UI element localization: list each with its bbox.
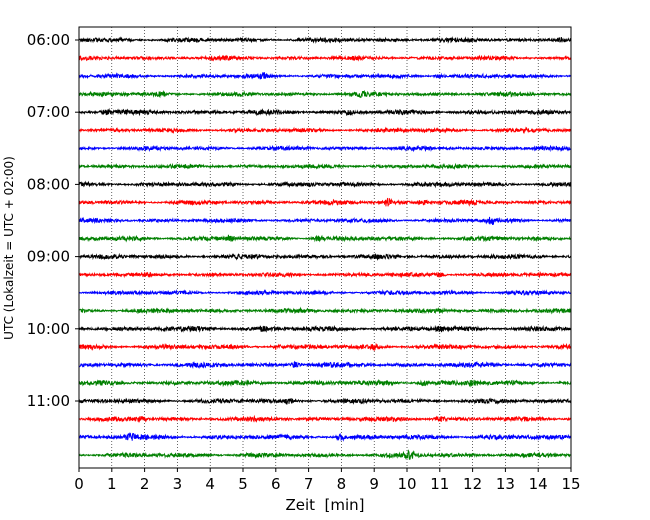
trace-1130 <box>78 432 572 442</box>
trace-0615 <box>78 54 572 62</box>
x-tick-label-1: 1 <box>107 475 117 493</box>
trace-1115 <box>78 414 572 424</box>
x-tick-label-15: 15 <box>561 475 580 493</box>
x-tick-label-7: 7 <box>304 475 314 493</box>
x-tick-label-12: 12 <box>463 475 482 493</box>
trace-0930 <box>78 288 572 297</box>
x-tick-label-6: 6 <box>271 475 281 493</box>
trace-0630 <box>78 72 572 80</box>
seismic-traces <box>78 36 572 460</box>
trace-1145 <box>78 449 571 460</box>
x-tick-label-9: 9 <box>369 475 379 493</box>
trace-1000 <box>78 324 572 333</box>
trace-1045 <box>78 378 572 388</box>
x-tick-label-14: 14 <box>529 475 548 493</box>
trace-0915 <box>78 271 572 279</box>
trace-0945 <box>78 306 572 315</box>
x-tick-label-8: 8 <box>337 475 347 493</box>
trace-0830 <box>78 216 572 226</box>
x-tick-label-11: 11 <box>430 475 449 493</box>
plot-frame <box>78 26 572 469</box>
trace-0815 <box>78 197 572 207</box>
trace-0745 <box>78 162 572 171</box>
trace-1015 <box>78 342 572 352</box>
trace-0700 <box>78 107 572 117</box>
y-axis-label: UTC (Lokalzeit = UTC + 02:00) <box>2 156 16 340</box>
trace-0800 <box>78 180 572 189</box>
x-tick-label-10: 10 <box>397 475 416 493</box>
y-tick-label-10:00: 10:00 <box>27 320 70 338</box>
x-tick-label-3: 3 <box>173 475 183 493</box>
x-tick-label-5: 5 <box>238 475 248 493</box>
y-tick-label-09:00: 09:00 <box>27 248 70 266</box>
y-tick-label-06:00: 06:00 <box>27 31 70 49</box>
trace-0845 <box>78 234 572 243</box>
x-tick-label-4: 4 <box>205 475 215 493</box>
x-axis-ticks: 0 1 2 3 4 5 6 7 8 9 10 11 12 13 14 15 <box>74 468 581 493</box>
trace-0600 <box>78 36 572 44</box>
trace-1030 <box>78 360 572 369</box>
trace-0715 <box>78 126 572 135</box>
x-tick-label-2: 2 <box>140 475 150 493</box>
y-tick-label-07:00: 07:00 <box>27 103 70 121</box>
trace-0645 <box>78 89 571 99</box>
y-axis-ticks: 06:00 07:00 08:00 09:00 10:00 11:00 <box>27 31 79 410</box>
x-axis-label: Zeit [min] <box>285 496 364 514</box>
trace-1100 <box>78 397 571 406</box>
x-tick-label-0: 0 <box>74 475 84 493</box>
trace-0900 <box>78 252 572 261</box>
plot-area-background <box>79 27 571 468</box>
y-tick-label-11:00: 11:00 <box>27 392 70 410</box>
x-tick-label-13: 13 <box>496 475 515 493</box>
y-tick-label-08:00: 08:00 <box>27 175 70 193</box>
trace-0730 <box>78 144 572 153</box>
